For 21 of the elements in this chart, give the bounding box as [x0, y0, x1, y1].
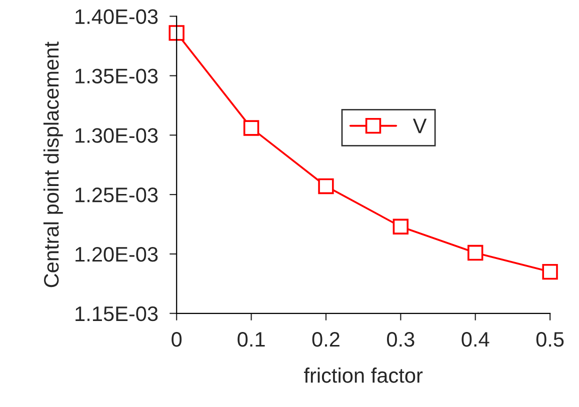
- y-tick-label: 1.35E-03: [76, 68, 158, 84]
- y-tick-label: 1.40E-03: [76, 9, 158, 24]
- point: [468, 244, 484, 261]
- x-tick-label: 0.1: [238, 332, 265, 347]
- point: [168, 25, 184, 41]
- y-tick-label: 1.20E-03: [76, 246, 158, 262]
- x-tick-label: 0: [172, 332, 182, 347]
- point: [243, 120, 260, 136]
- y-tick-label: 1.30E-03: [76, 128, 158, 143]
- x-tick-label: 0.2: [312, 332, 340, 347]
- y-tick-label: 1.15E-03: [76, 306, 158, 322]
- x-tick-label: 0.4: [462, 332, 490, 347]
- y-tick-label: 1.25E-03: [76, 188, 158, 202]
- x-tick-label: 0.3: [387, 332, 414, 347]
- y-axis-title: Central point displacement: [43, 42, 63, 288]
- legend-label: V: [412, 118, 427, 134]
- x-axis-title: friction factor: [304, 368, 423, 383]
- x-tick-label: 0.5: [536, 332, 564, 347]
- point: [542, 264, 558, 280]
- point: [318, 178, 334, 194]
- point: [392, 218, 409, 234]
